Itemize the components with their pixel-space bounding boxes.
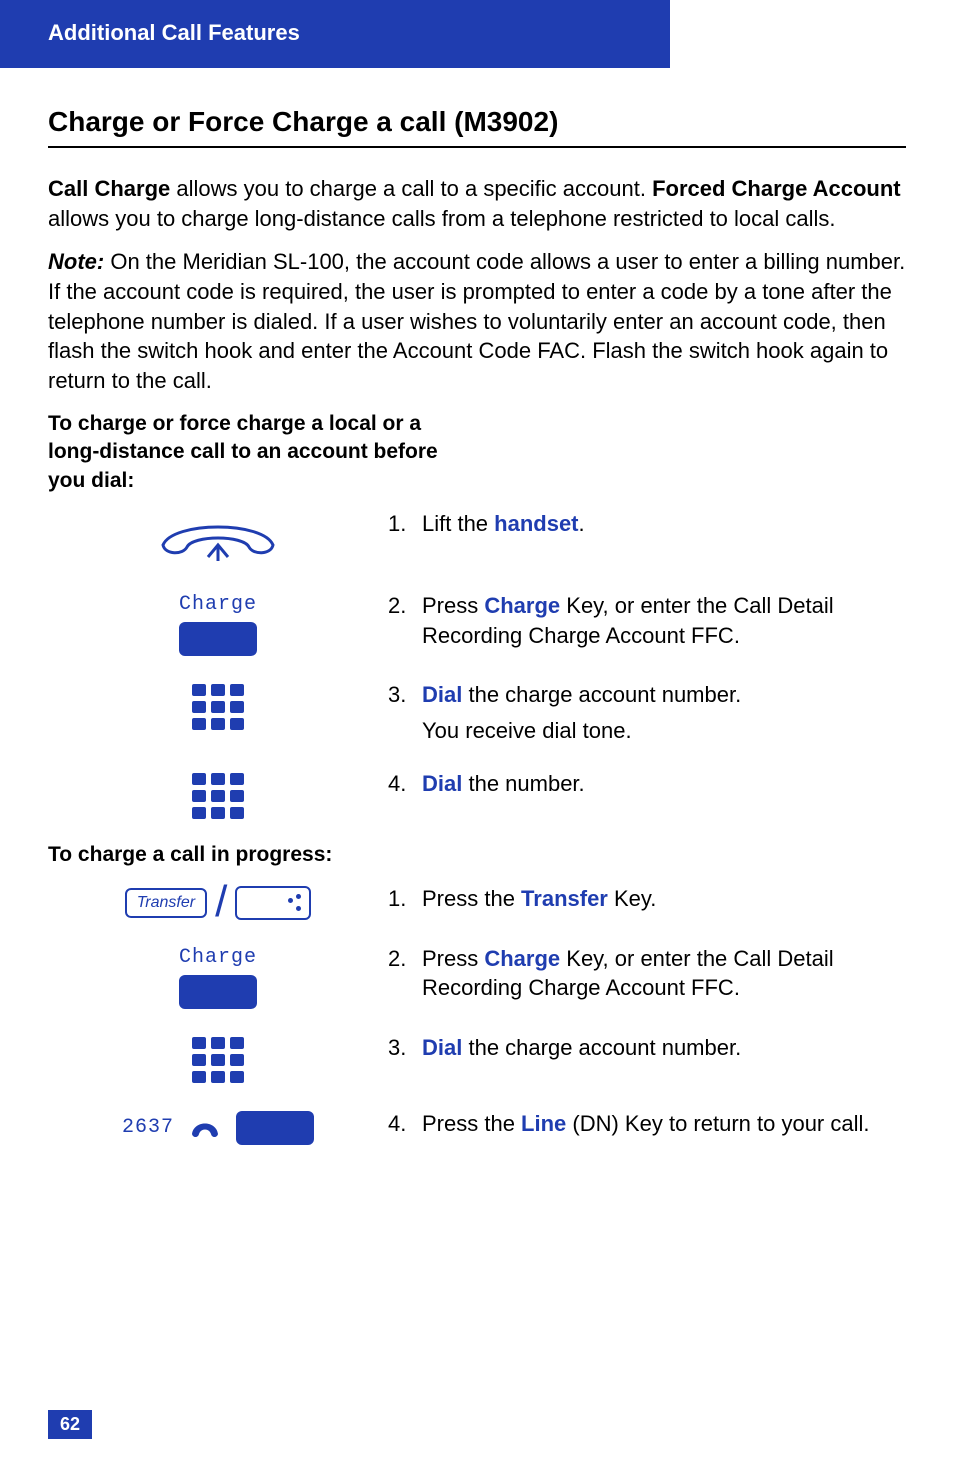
intro-p1-mid: allows you to charge a call to a specifi… (170, 176, 652, 201)
text-a1: 1. Lift the handset. (388, 505, 906, 539)
dial-tone-note: You receive dial tone. (422, 716, 906, 746)
charge-softkey-icon (179, 622, 257, 656)
t: Lift the (422, 511, 494, 536)
step-text: Lift the handset. (422, 509, 906, 539)
step-a3: 3. Dial the charge account number. You r… (48, 676, 906, 745)
h: Dial (422, 771, 462, 796)
line-dn-number: 2637 (122, 1116, 174, 1139)
dialpad-icon (190, 682, 246, 732)
t2: (DN) Key to return to your call. (566, 1111, 869, 1136)
subhead-in-progress: To charge a call in progress: (48, 841, 448, 869)
step-text: Press the Transfer Key. (422, 884, 906, 914)
icon-col-b1: Transfer / (48, 880, 388, 920)
charge-softkey-icon (179, 975, 257, 1009)
icon-col-b3 (48, 1029, 388, 1085)
note-label: Note: (48, 249, 104, 274)
intro-paragraph-2: Note: On the Meridian SL-100, the accoun… (48, 247, 906, 395)
step-num: 1. (388, 884, 422, 914)
text-a2: 2. Press Charge Key, or enter the Call D… (388, 587, 906, 650)
icon-col-b4: 2637 (48, 1105, 388, 1145)
t2: the number. (462, 771, 584, 796)
line-key-row: 2637 (122, 1111, 314, 1145)
transfer-or-dots: Transfer / (125, 886, 312, 920)
step-a2: Charge 2. Press Charge Key, or enter the… (48, 587, 906, 656)
icon-col-a4 (48, 765, 388, 821)
text-b2: 2. Press Charge Key, or enter the Call D… (388, 940, 906, 1003)
slash-separator: / (215, 887, 227, 918)
intro-block: Call Charge allows you to charge a call … (48, 174, 906, 396)
page-number-badge: 62 (48, 1410, 92, 1439)
icon-col-a2: Charge (48, 587, 388, 656)
conference-key-icon (235, 886, 311, 920)
step-a1: 1. Lift the handset. (48, 505, 906, 567)
t: Press the (422, 1111, 521, 1136)
h: Line (521, 1111, 566, 1136)
dialpad-icon (190, 771, 246, 821)
step-num: 3. (388, 1033, 422, 1063)
steps-block-a: 1. Lift the handset. Charge 2. Press Cha… (48, 505, 906, 821)
t: Press (422, 946, 484, 971)
handset-lift-icon (153, 511, 283, 567)
t: Press (422, 593, 484, 618)
steps-block-b: Transfer / 1. Press the Transfer Key. Ch… (48, 880, 906, 1145)
h: Dial (422, 682, 462, 707)
step-num: 4. (388, 1109, 422, 1139)
charge-soft-label: Charge (179, 593, 257, 616)
t2: . (579, 511, 585, 536)
step-b1: Transfer / 1. Press the Transfer Key. (48, 880, 906, 920)
h: Charge (484, 593, 560, 618)
section-title: Charge or Force Charge a call (M3902) (48, 106, 906, 148)
dialpad-icon (190, 1035, 246, 1085)
step-text: Dial the number. (422, 769, 906, 799)
page-content: Charge or Force Charge a call (M3902) Ca… (0, 68, 954, 1145)
step-num: 1. (388, 509, 422, 539)
step-num: 3. (388, 680, 422, 745)
subhead-before-dial: To charge or force charge a local or a l… (48, 410, 448, 495)
step-num: 2. (388, 591, 422, 650)
step-text: Press Charge Key, or enter the Call Deta… (422, 944, 906, 1003)
t2: the charge account number. (462, 1035, 741, 1060)
t: Press the (422, 886, 521, 911)
icon-col-a3 (48, 676, 388, 732)
transfer-key-icon: Transfer (125, 888, 207, 918)
step-num: 4. (388, 769, 422, 799)
step-b4: 2637 4. Press the Line (DN) Key to retur… (48, 1105, 906, 1145)
text-b1: 1. Press the Transfer Key. (388, 880, 906, 914)
term-call-charge: Call Charge (48, 176, 170, 201)
note-text: On the Meridian SL-100, the account code… (48, 249, 905, 393)
h: Transfer (521, 886, 608, 911)
step-b2: Charge 2. Press Charge Key, or enter the… (48, 940, 906, 1009)
text-b4: 4. Press the Line (DN) Key to return to … (388, 1105, 906, 1139)
step-text: Press Charge Key, or enter the Call Deta… (422, 591, 906, 650)
h: Charge (484, 946, 560, 971)
step-b3: 3. Dial the charge account number. (48, 1029, 906, 1085)
text-a4: 4. Dial the number. (388, 765, 906, 799)
step-a4: 4. Dial the number. (48, 765, 906, 821)
t2: Key. (608, 886, 657, 911)
icon-col-a1 (48, 505, 388, 567)
step-text: Dial the charge account number. You rece… (422, 680, 906, 745)
header-title: Additional Call Features (48, 20, 300, 45)
line-key-icon (236, 1111, 314, 1145)
handset-icon (190, 1116, 220, 1140)
text-b3: 3. Dial the charge account number. (388, 1029, 906, 1063)
header-bar: Additional Call Features (0, 0, 670, 68)
text-a3: 3. Dial the charge account number. You r… (388, 676, 906, 745)
term-forced-charge: Forced Charge Account (652, 176, 901, 201)
step-text: Press the Line (DN) Key to return to you… (422, 1109, 906, 1139)
h: handset (494, 511, 578, 536)
charge-soft-label: Charge (179, 946, 257, 969)
intro-paragraph-1: Call Charge allows you to charge a call … (48, 174, 906, 233)
icon-col-b2: Charge (48, 940, 388, 1009)
intro-p1-tail: allows you to charge long-distance calls… (48, 206, 836, 231)
t2: the charge account number. (462, 682, 741, 707)
step-text: Dial the charge account number. (422, 1033, 906, 1063)
h: Dial (422, 1035, 462, 1060)
step-num: 2. (388, 944, 422, 1003)
